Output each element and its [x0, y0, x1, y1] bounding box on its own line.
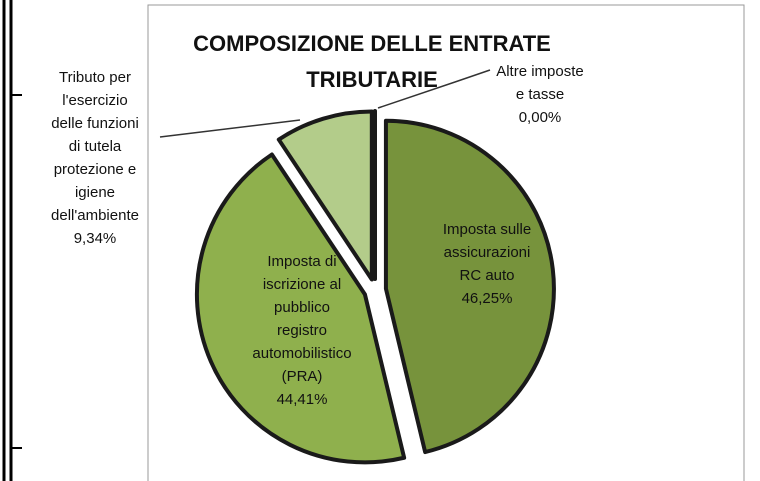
pie-slice — [194, 152, 407, 465]
chart-title: COMPOSIZIONE DELLE ENTRATE TRIBUTARIE — [193, 31, 551, 92]
slice-label: Imposta di iscrizione al pubblico registro a… — [252, 253, 351, 385]
value-label: 0,00% — [519, 109, 562, 126]
value-label: 46,25% — [462, 290, 513, 307]
value-label: 9,34% — [74, 230, 117, 247]
slice-label: Imposta sulle assicurazioni RC auto — [443, 221, 531, 284]
pie-slice — [276, 109, 374, 282]
value-label: 44,41% — [277, 391, 328, 408]
slice-label: Tributo per l'esercizio delle funzioni di t… — [51, 69, 139, 224]
leader-line — [377, 69, 491, 109]
pie-slice — [383, 118, 556, 455]
leader-line — [159, 119, 301, 138]
slice-label: Altre imposte e tasse — [496, 63, 584, 103]
